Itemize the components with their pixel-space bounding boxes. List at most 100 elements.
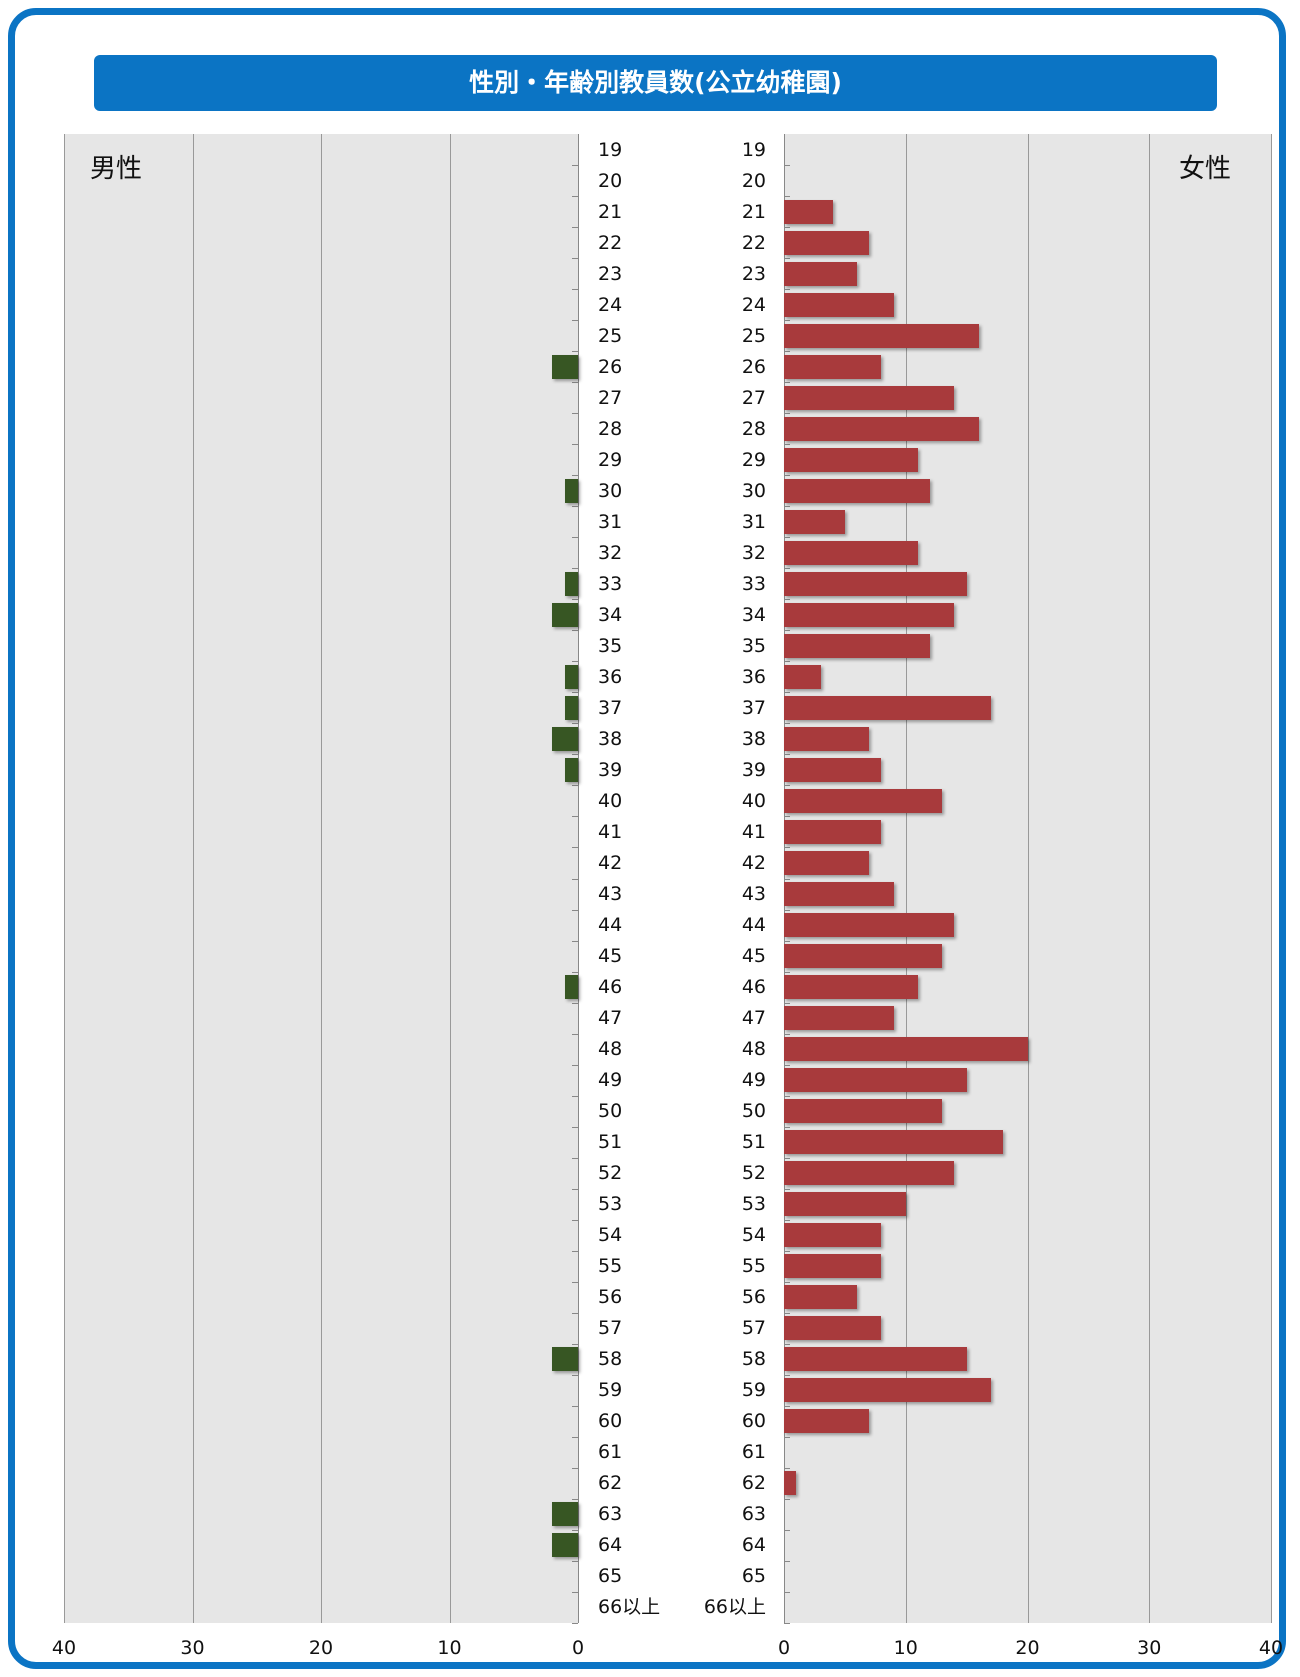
female-bar: [784, 1316, 882, 1340]
female-axis-tick: [784, 351, 790, 352]
male-axis-tick: [572, 816, 578, 817]
age-label-left: 55: [598, 1255, 623, 1277]
female-bar: [784, 1099, 943, 1123]
male-axis-tick: [572, 599, 578, 600]
female-axis-tick: [784, 320, 790, 321]
male-axis-tick: [572, 568, 578, 569]
female-axis-tick: [784, 413, 790, 414]
female-bar: [784, 758, 882, 782]
male-axis-tick: [572, 413, 578, 414]
age-label-right: 33: [741, 573, 766, 595]
age-label-right: 60: [741, 1410, 766, 1432]
male-bar: [565, 975, 578, 999]
female-bar: [784, 1037, 1028, 1061]
age-label-right: 55: [741, 1255, 766, 1277]
male-axis-tick: [572, 847, 578, 848]
male-bar: [565, 696, 578, 720]
female-bar: [784, 851, 870, 875]
age-label-right: 43: [741, 883, 766, 905]
male-axis-tick: [572, 227, 578, 228]
male-gridline: [64, 134, 65, 1623]
female-bar: [784, 1254, 882, 1278]
male-axis-tick: [572, 475, 578, 476]
male-axis-tick: [572, 1096, 578, 1097]
female-bar: [784, 417, 979, 441]
age-label-left: 24: [598, 294, 623, 316]
female-axis-tick: [784, 1592, 790, 1593]
male-axis-tick: [572, 1127, 578, 1128]
male-axis-tick: [572, 1251, 578, 1252]
female-axis-tick: [784, 941, 790, 942]
female-axis-tick: [784, 1623, 790, 1624]
female-axis-tick: [784, 258, 790, 259]
female-axis-tick: [784, 910, 790, 911]
female-axis-tick: [784, 1437, 790, 1438]
male-axis-tick: [572, 320, 578, 321]
age-label-left: 42: [598, 852, 623, 874]
male-axis-tick: [572, 1437, 578, 1438]
male-bar: [565, 572, 578, 596]
male-axis-tick: [572, 382, 578, 383]
chart-title: 性別・年齢別教員数(公立幼稚園): [94, 55, 1217, 111]
male-axis-tick: [572, 289, 578, 290]
female-bar: [784, 1285, 858, 1309]
age-label-left: 36: [598, 666, 623, 688]
age-label-right: 53: [741, 1193, 766, 1215]
age-label-left: 62: [598, 1472, 623, 1494]
female-bar: [784, 479, 931, 503]
male-axis-tick: [572, 723, 578, 724]
age-label-left: 63: [598, 1503, 623, 1525]
male-axis-tick: [572, 1189, 578, 1190]
female-axis-tick: [784, 1561, 790, 1562]
age-label-right: 23: [741, 263, 766, 285]
female-axis-tick: [784, 723, 790, 724]
x-tick-label: 20: [1015, 1637, 1040, 1659]
age-label-right: 22: [741, 232, 766, 254]
male-axis-tick: [572, 1034, 578, 1035]
age-label-left: 48: [598, 1038, 623, 1060]
age-label-right: 42: [741, 852, 766, 874]
age-label-right: 45: [741, 945, 766, 967]
female-axis-tick: [784, 1189, 790, 1190]
age-label-right: 20: [741, 170, 766, 192]
age-label-left: 53: [598, 1193, 623, 1215]
female-axis-tick: [784, 661, 790, 662]
age-label-right: 51: [741, 1131, 766, 1153]
female-axis-tick: [784, 165, 790, 166]
age-label-right: 25: [741, 325, 766, 347]
male-bar: [552, 355, 578, 379]
age-label-right: 49: [741, 1069, 766, 1091]
male-gridline: [321, 134, 322, 1623]
age-label-left: 35: [598, 635, 623, 657]
female-axis-tick: [784, 1003, 790, 1004]
male-bar: [565, 665, 578, 689]
male-zero-axis: [578, 134, 579, 1623]
male-bar: [552, 1502, 578, 1526]
female-axis-tick: [784, 382, 790, 383]
female-axis-tick: [784, 475, 790, 476]
female-axis-tick: [784, 692, 790, 693]
female-bar: [784, 1192, 906, 1216]
female-bar: [784, 1223, 882, 1247]
male-axis-tick: [572, 1530, 578, 1531]
age-label-left: 27: [598, 387, 623, 409]
male-axis-tick: [572, 1499, 578, 1500]
age-label-left: 38: [598, 728, 623, 750]
age-label-left: 51: [598, 1131, 623, 1153]
female-axis-tick: [784, 1344, 790, 1345]
female-bar: [784, 789, 943, 813]
age-label-right: 65: [741, 1565, 766, 1587]
female-bar: [784, 262, 858, 286]
age-label-right: 32: [741, 542, 766, 564]
female-bar: [784, 386, 955, 410]
male-bar: [552, 1347, 578, 1371]
female-bar: [784, 231, 870, 255]
age-label-left: 41: [598, 821, 623, 843]
age-label-left: 50: [598, 1100, 623, 1122]
male-axis-tick: [572, 785, 578, 786]
male-axis-tick: [572, 1375, 578, 1376]
age-label-right: 34: [741, 604, 766, 626]
age-label-right: 27: [741, 387, 766, 409]
female-bar: [784, 944, 943, 968]
age-label-left: 33: [598, 573, 623, 595]
